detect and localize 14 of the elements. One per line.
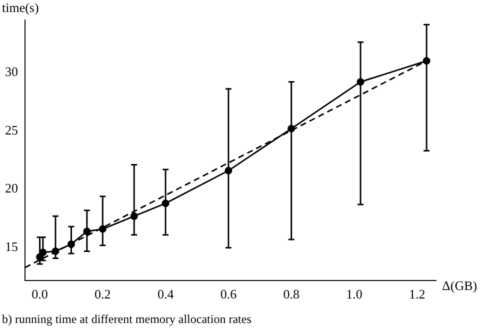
- x-axis-title: Δ(GB): [442, 278, 478, 293]
- x-tick-label: 0.6: [220, 286, 238, 302]
- x-tick-label: 0.4: [157, 286, 174, 302]
- x-tick-label: 1.0: [346, 286, 362, 302]
- x-tick-label: 0.0: [32, 286, 48, 302]
- y-tick-label: 30: [5, 64, 18, 79]
- x-tick-label: 1.2: [409, 286, 426, 302]
- y-axis-title: time(s): [2, 0, 39, 15]
- text: b) running time at different memory allocation rates: [2, 312, 252, 326]
- y-tick-label: 15: [5, 239, 18, 254]
- y-tick-label: 25: [5, 122, 18, 138]
- x-tick-label: 0.8: [283, 286, 300, 302]
- x-tick-label: 0.2: [94, 286, 111, 302]
- y-tick-label: 20: [5, 180, 18, 196]
